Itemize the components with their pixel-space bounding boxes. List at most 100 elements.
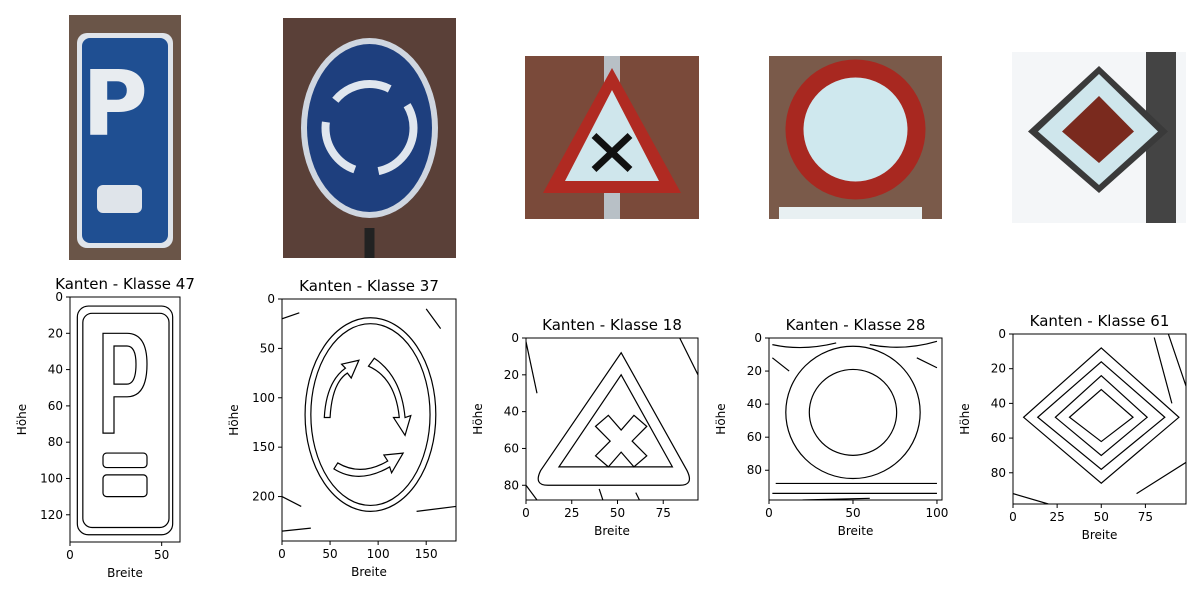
edge-lines xyxy=(769,338,942,500)
x-tick-label: 0 xyxy=(765,506,773,520)
x-axis-label: Breite xyxy=(351,565,387,579)
plot-title: Kanten - Klasse 61 xyxy=(1030,312,1170,330)
photo-panel-2 xyxy=(283,18,456,258)
edge-plot-3: Kanten - Klasse 18 0 25 50 75 0 20 40 60 80 Breite… xyxy=(471,316,699,538)
edge-lines xyxy=(526,338,698,500)
plot-title: Kanten - Klasse 47 xyxy=(55,275,195,293)
edge-contour xyxy=(282,308,456,532)
edge-contour xyxy=(1036,360,1166,471)
y-tick-label: 80 xyxy=(504,478,519,492)
edge-lines xyxy=(282,299,456,541)
edge-contour xyxy=(1068,388,1134,443)
x-tick-label: 50 xyxy=(845,506,860,520)
edge-contour xyxy=(367,357,412,437)
photo-panel-4 xyxy=(769,56,942,219)
y-tick-label: 80 xyxy=(747,463,762,477)
x-tick-label: 100 xyxy=(926,506,949,520)
y-tick-label: 20 xyxy=(991,362,1006,376)
plot-background xyxy=(70,297,180,542)
x-tick-label: 0 xyxy=(1009,510,1017,524)
roundabout-sign xyxy=(307,44,432,212)
edge-contour xyxy=(771,340,938,372)
edge-contour xyxy=(537,351,691,486)
edge-sketch xyxy=(1013,334,1186,504)
y-tick-label: 80 xyxy=(991,466,1006,480)
x-tick-label: 25 xyxy=(1049,510,1064,524)
plot-frame xyxy=(1012,333,1187,505)
edge-contour xyxy=(113,345,137,385)
x-axis-label: Breite xyxy=(107,566,143,580)
y-tick-label: 100 xyxy=(40,471,63,485)
y-axis-label: Höhe xyxy=(471,403,485,434)
y-tick-label: 60 xyxy=(747,430,762,444)
x-axis-label: Breite xyxy=(838,524,874,538)
roundabout-arrows xyxy=(321,80,418,176)
y-tick-label: 20 xyxy=(747,364,762,378)
plot-frame xyxy=(525,337,699,501)
y-tick-label: 60 xyxy=(48,399,63,413)
plot-frame xyxy=(281,298,457,542)
edge-contour xyxy=(82,312,170,529)
plot-background xyxy=(769,338,942,500)
plot-frame xyxy=(69,296,181,543)
photo-panel-1: P xyxy=(69,15,181,260)
edge-contour xyxy=(594,414,648,468)
warning-sign-inner xyxy=(565,90,659,181)
y-tick-label: 0 xyxy=(267,292,275,306)
y-tick-label: 120 xyxy=(40,508,63,522)
x-tick-label: 50 xyxy=(154,548,169,562)
edge-plot-4: Kanten - Klasse 28 0 50 100 0 20 40 60 80 Breite H… xyxy=(714,316,948,538)
y-axis-label: Höhe xyxy=(15,404,29,435)
edge-contour xyxy=(333,452,405,477)
edge-contour xyxy=(102,332,148,434)
y-tick-label: 20 xyxy=(504,368,519,382)
edge-plot-2: Kanten - Klasse 37 0 50 100 150 0 50 100 150 200 B… xyxy=(227,277,457,579)
car-symbol xyxy=(97,185,142,213)
edge-contour xyxy=(1022,347,1180,484)
edge-contour xyxy=(785,345,921,480)
edge-lines xyxy=(70,297,180,542)
edge-sketch xyxy=(771,340,938,500)
y-tick-label: 40 xyxy=(504,405,519,419)
y-tick-label: 0 xyxy=(511,331,519,345)
x-tick-label: 50 xyxy=(1094,510,1109,524)
edge-contour xyxy=(808,368,898,456)
x-tick-label: 150 xyxy=(415,547,438,561)
x-tick-label: 75 xyxy=(656,506,671,520)
y-tick-label: 60 xyxy=(991,431,1006,445)
edge-contour xyxy=(1054,374,1149,457)
cross-symbol xyxy=(591,132,633,173)
photo-panel-3 xyxy=(525,56,699,219)
edge-lines xyxy=(1013,334,1186,504)
plot-title: Kanten - Klasse 28 xyxy=(786,316,926,334)
x-tick-label: 75 xyxy=(1138,510,1153,524)
x-tick-label: 50 xyxy=(322,547,337,561)
edge-contour xyxy=(102,474,148,498)
plot-background xyxy=(1013,334,1186,504)
edge-contour xyxy=(526,338,698,500)
photo-panel-5 xyxy=(1012,52,1186,223)
edge-sketch xyxy=(282,308,456,532)
edge-plot-5: Kanten - Klasse 61 0 25 50 75 0 20 40 60 80 Breite… xyxy=(958,312,1187,542)
sign-pole xyxy=(364,228,375,258)
y-tick-label: 0 xyxy=(55,290,63,304)
priority-sign-inner xyxy=(1062,96,1134,163)
x-tick-label: 0 xyxy=(522,506,530,520)
x-tick-label: 25 xyxy=(564,506,579,520)
y-tick-label: 200 xyxy=(252,490,275,504)
y-tick-label: 100 xyxy=(252,391,275,405)
edge-contour xyxy=(102,452,148,469)
y-axis-label: Höhe xyxy=(958,403,972,434)
x-tick-label: 0 xyxy=(278,547,286,561)
y-tick-label: 40 xyxy=(991,396,1006,410)
parking-letter: P xyxy=(82,52,148,157)
edge-plot-1: Kanten - Klasse 470 50020406080100120Brei… xyxy=(15,275,195,580)
plot-frame xyxy=(768,337,943,501)
x-tick-label: 100 xyxy=(367,547,390,561)
x-axis-label: Breite xyxy=(1082,528,1118,542)
edge-contour xyxy=(310,323,431,507)
y-tick-label: 80 xyxy=(48,435,63,449)
edge-sketch xyxy=(76,305,174,536)
y-tick-label: 40 xyxy=(747,397,762,411)
